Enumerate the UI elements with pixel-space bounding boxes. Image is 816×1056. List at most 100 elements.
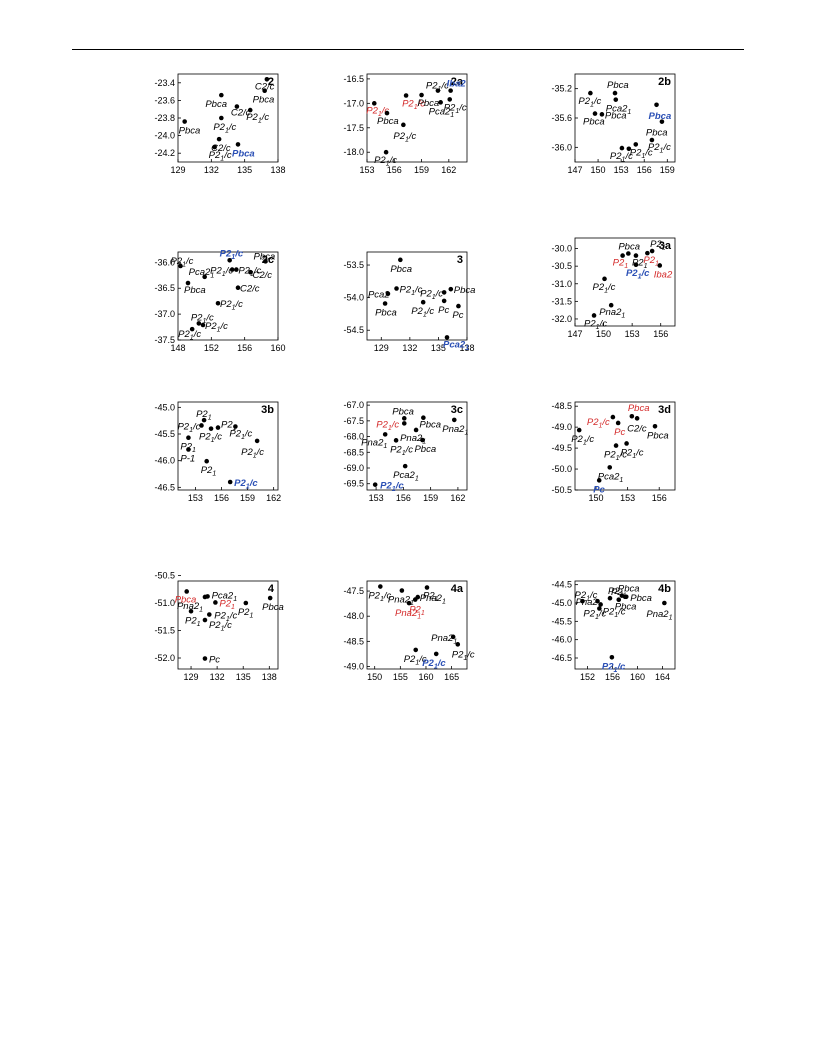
data-point <box>580 598 585 604</box>
point-label: Pbca <box>618 584 640 595</box>
point-label: Pna21 <box>395 608 421 621</box>
data-point <box>659 119 665 124</box>
point-label: P21/c <box>246 112 269 125</box>
x-tick-label: 156 <box>237 343 252 353</box>
data-point <box>178 263 183 269</box>
data-point <box>406 600 412 606</box>
data-point <box>208 426 214 431</box>
panel-2-title: 2 <box>268 76 274 88</box>
data-point <box>448 286 454 292</box>
data-point <box>262 88 267 94</box>
y-tick-label: -45.0 <box>551 598 572 608</box>
y-tick-label: -69.5 <box>343 479 364 489</box>
y-tick-label: -67.0 <box>343 400 364 410</box>
data-point <box>626 146 632 152</box>
data-point <box>419 92 424 98</box>
data-point <box>657 263 663 268</box>
point-label: P21/c <box>390 444 413 457</box>
data-point <box>448 88 453 93</box>
data-point <box>623 594 629 600</box>
data-point <box>227 257 232 263</box>
point-label: P21/c <box>603 606 626 619</box>
y-tick-label: -52.0 <box>154 653 175 663</box>
data-point <box>629 413 635 419</box>
x-tick-label: 156 <box>653 329 668 339</box>
data-point <box>383 149 389 155</box>
point-label: Pbca <box>583 117 605 128</box>
data-point <box>595 598 600 604</box>
x-tick-label: 132 <box>402 343 417 353</box>
data-point <box>401 421 407 426</box>
point-label: C2/c <box>253 270 273 281</box>
x-tick-label: 153 <box>359 165 374 175</box>
x-tick-label: 129 <box>184 672 199 682</box>
x-tick-label: 153 <box>188 493 203 503</box>
x-tick-label: 153 <box>625 329 640 339</box>
data-point <box>633 253 639 258</box>
panel-3b-frame <box>177 401 279 491</box>
point-label: Pca21 <box>598 471 624 484</box>
point-label: Pca21 <box>606 104 632 117</box>
data-point <box>247 107 253 113</box>
x-tick-label: 147 <box>567 165 582 175</box>
panel-4a-frame <box>366 580 468 670</box>
y-tick-label: -24.2 <box>154 148 175 158</box>
x-tick-label: 155 <box>393 672 408 682</box>
point-label: P21/c <box>584 318 607 331</box>
data-point <box>229 267 235 272</box>
y-tick-label: -67.5 <box>343 416 364 426</box>
point-label: Pna21 <box>420 593 446 606</box>
y-tick-label: -69.0 <box>343 463 364 473</box>
panel-3d-scatter: 150 153 156 -48.5 -49.0 -49.5 -50.0 -50.5 3d Pbca… <box>551 401 676 503</box>
point-label: Pbca <box>418 98 440 109</box>
y-tick-label: -45.0 <box>154 402 175 412</box>
point-label: P21/c <box>400 285 423 298</box>
point-label: Pbca <box>607 80 629 91</box>
point-label: Pbca <box>605 110 627 121</box>
x-tick-label: 132 <box>204 165 219 175</box>
data-point <box>402 463 408 469</box>
point-label: Pbca <box>179 126 201 137</box>
x-tick-label: 159 <box>660 165 675 175</box>
point-label: Pna21 <box>442 424 468 437</box>
data-point <box>424 585 430 590</box>
point-label: Pca21 <box>212 590 238 603</box>
data-point <box>451 417 457 423</box>
data-point <box>616 597 622 602</box>
x-tick-label: 162 <box>266 493 281 503</box>
x-tick-label: 138 <box>270 165 285 175</box>
point-label: Pna21 <box>361 437 387 450</box>
point-label: Pbca <box>615 602 637 613</box>
data-point <box>243 600 249 606</box>
point-label: Pna21 <box>431 633 457 646</box>
y-tick-label: -35.6 <box>551 113 572 123</box>
y-tick-label: -49.0 <box>551 422 572 432</box>
point-label: Pca21 <box>393 470 419 483</box>
point-label: P21/c <box>626 268 650 281</box>
data-point <box>189 326 195 332</box>
point-label: Pbca <box>262 602 284 613</box>
x-tick-label: 153 <box>369 493 384 503</box>
y-tick-label: -31.0 <box>551 279 572 289</box>
y-tick-label: -46.5 <box>551 653 572 663</box>
data-point <box>212 144 217 150</box>
panel-4a-title: 4a <box>451 583 464 595</box>
point-label: P21/c <box>171 256 194 269</box>
panel-3b-title: 3b <box>261 404 274 416</box>
data-point <box>401 416 407 421</box>
data-point <box>219 115 224 121</box>
panel-4b-scatter: 152 156 160 164 -44.5 -45.0 -45.5 -46.0 -46.5 4b P… <box>551 580 676 682</box>
data-point <box>215 300 221 306</box>
panel-4b-title: 4b <box>658 583 671 595</box>
point-label: Pbca <box>390 264 412 275</box>
data-point <box>612 90 618 96</box>
y-tick-label: -46.0 <box>154 456 175 466</box>
data-point <box>378 584 383 589</box>
point-label: Pbca <box>454 285 476 296</box>
data-point <box>235 142 241 147</box>
point-label: Pna21 <box>400 433 426 446</box>
y-tick-label: -36.5 <box>154 283 175 293</box>
point-label: P21/c <box>238 266 261 279</box>
data-point <box>602 276 607 282</box>
y-tick-label: -48.5 <box>343 636 364 646</box>
